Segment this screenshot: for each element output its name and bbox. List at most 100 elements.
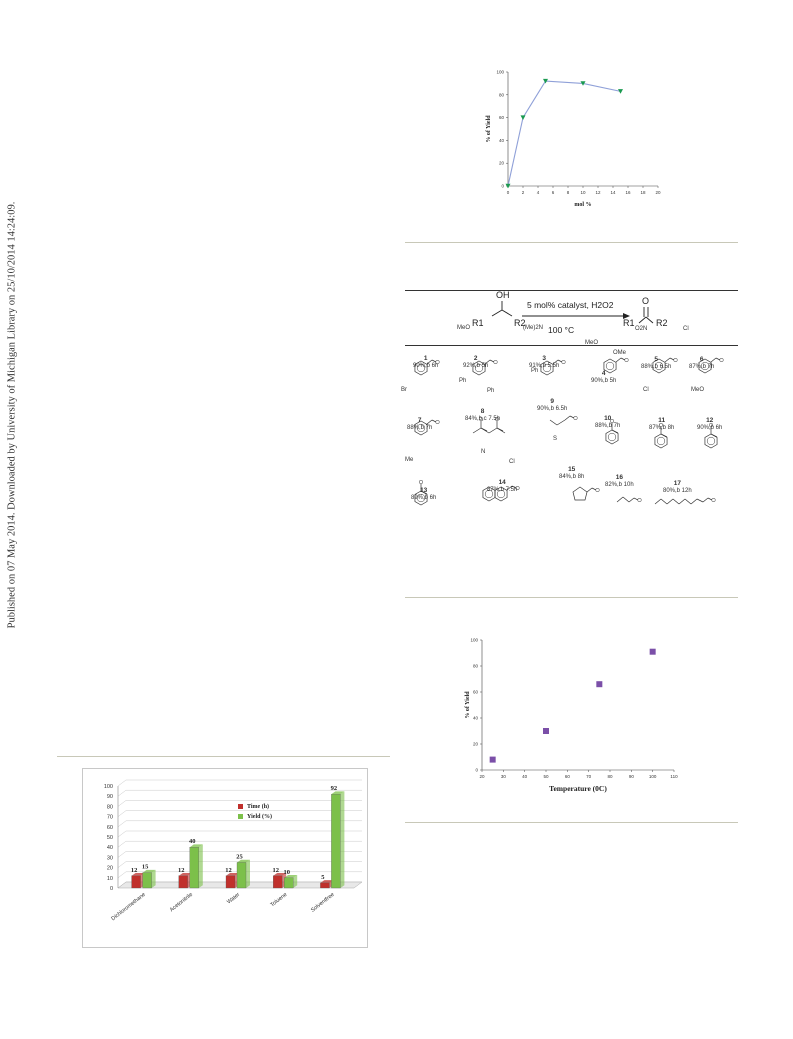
product-r1: R1 (623, 318, 635, 328)
y-tick-label: 0 (110, 886, 113, 892)
compound-yield: 90%,b 5h (591, 378, 617, 385)
oxygen-atom (435, 419, 440, 425)
bar-side (198, 844, 203, 888)
grid-diag (117, 790, 127, 797)
bond (616, 496, 624, 503)
bond (506, 485, 513, 491)
benzene-ring (605, 429, 619, 445)
x-tick-label: 100 (649, 774, 657, 779)
grid-diag (117, 810, 127, 817)
data-label: 12 (272, 867, 279, 874)
oxygen-atom (595, 487, 600, 493)
bond (628, 497, 635, 503)
compound-15: 15 84%,b 8h (559, 466, 584, 482)
chart-frame (82, 768, 368, 948)
aromatic-circle (605, 361, 615, 371)
compound-number: 13 (420, 487, 428, 494)
compound-yield: 87%,b 8h (649, 425, 675, 432)
divider (405, 822, 738, 823)
compound-7: 7 88%,b 7h (407, 417, 432, 433)
legend-swatch (238, 804, 243, 809)
compound-substituent: OMe (613, 350, 627, 356)
compound-number: 9 (550, 398, 554, 405)
x-tick-label: 8 (567, 190, 570, 195)
compound-number: 5 (654, 356, 658, 363)
y-tick-label: 20 (473, 742, 479, 747)
bond (702, 497, 709, 503)
compound-9: 9 90%,b 6.5h (537, 398, 567, 414)
compound-number: 6 (699, 356, 704, 363)
grid-diag (117, 861, 127, 868)
compound-14: 14 87%,b 7.5h (487, 479, 517, 495)
compound-yield: 87%,b 7.5h (487, 487, 518, 494)
bar-top (142, 869, 156, 873)
bond (480, 427, 488, 432)
y-tick-label: 80 (473, 664, 479, 669)
y-tick-label: 60 (107, 825, 113, 831)
reaction-conditions: 100 °C (548, 325, 575, 335)
bond (564, 415, 571, 421)
bond (549, 419, 558, 426)
bond (420, 490, 428, 495)
catalyst-loading-svg: 0 20 40 60 80 100 0 2 4 6 8 10 12 14 16 18 20 mol % % of Y… (486, 70, 661, 209)
divider (405, 242, 738, 243)
bar (236, 862, 247, 889)
benzene-ring (414, 420, 428, 436)
compound-number: 16 (615, 474, 623, 481)
substrate-r2: R2 (514, 318, 526, 328)
reaction-reagents: 5 mol% catalyst, H2O2 (527, 300, 614, 310)
compound-yield: 84%,b,c 7.5h (465, 416, 501, 423)
grid-diag (117, 871, 127, 878)
y-tick-label: 0 (475, 768, 478, 773)
x-tick-label: 6 (552, 190, 555, 195)
x-tick-label: 90 (629, 774, 635, 779)
data-point (505, 183, 511, 189)
data-point (543, 78, 548, 84)
compound-4: 4 90%,b 5h (591, 370, 616, 386)
compound-yield: 80%,b 12h (663, 488, 692, 495)
compound-8: 8 84%,b,c 7.5h (465, 408, 500, 424)
compound-number: 11 (658, 417, 666, 424)
data-label: 25 (236, 854, 243, 861)
compound-10: 10 88%,b 7h (595, 415, 620, 431)
aromatic-circle (484, 489, 494, 499)
substrate-r1: R1 (472, 318, 484, 328)
data-point (543, 728, 549, 734)
x-tick-label: 14 (610, 190, 616, 195)
compound-substituent: Ph (531, 368, 539, 374)
data-point (596, 681, 603, 688)
compound-substituent: Cl (643, 387, 649, 393)
x-tick-label: 12 (595, 190, 601, 195)
data-point (520, 115, 526, 120)
data-point (649, 648, 656, 655)
compound-12: 12 90%,b 6h (697, 417, 722, 433)
bar (284, 877, 294, 889)
y-tick-label: 60 (499, 115, 505, 120)
bond (511, 485, 517, 489)
compound-yield: 84%,b 8h (559, 474, 585, 481)
thiophene-ring (572, 486, 588, 501)
grid-diag (117, 841, 127, 848)
bar-side (293, 875, 298, 888)
bar-top (331, 791, 345, 795)
bond (710, 357, 717, 363)
compound-substituent: MeO (457, 325, 471, 331)
x-tick-label: 0 (507, 190, 510, 195)
aromatic-circle (496, 489, 506, 499)
bar-side (246, 859, 250, 888)
bar-top (178, 872, 192, 876)
oxygen-atom (673, 357, 678, 363)
bond (678, 498, 686, 505)
aromatic-circle (656, 436, 666, 446)
benzene-ring (540, 360, 554, 376)
bar-top (273, 872, 287, 876)
x-tick-label: 60 (565, 774, 571, 779)
y-tick-label: 20 (107, 866, 113, 872)
compound-number: 4 (601, 370, 606, 377)
bar (273, 875, 283, 889)
bond (489, 359, 495, 363)
compound-yield: 92%,b 5h (463, 363, 489, 370)
y-tick-label: 50 (107, 835, 113, 841)
bar-top (284, 875, 298, 878)
